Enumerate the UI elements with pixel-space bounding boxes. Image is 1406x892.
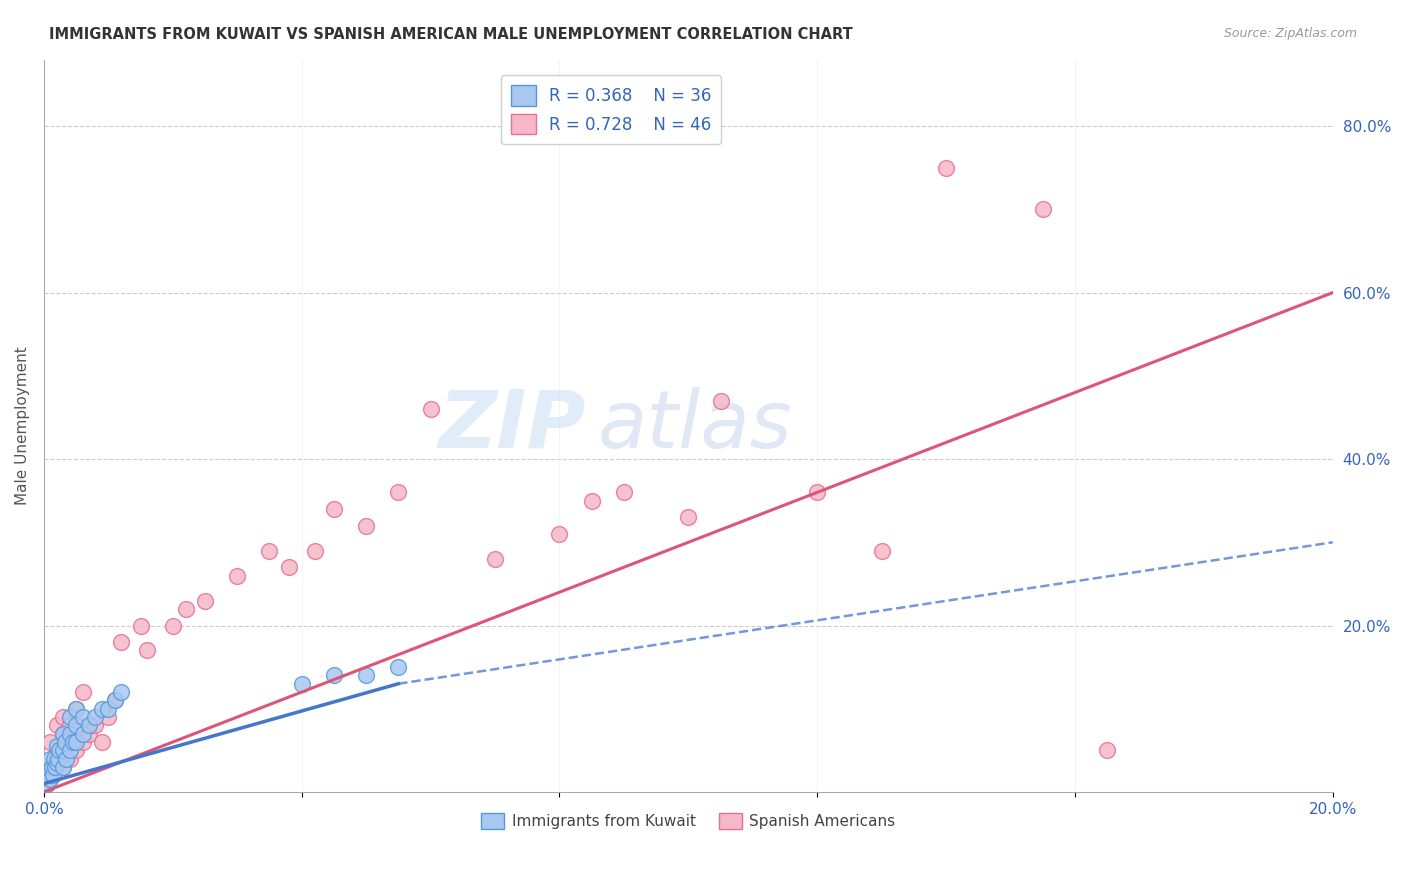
Legend: Immigrants from Kuwait, Spanish Americans: Immigrants from Kuwait, Spanish American… bbox=[475, 807, 901, 836]
Point bbox=[59, 710, 82, 724]
Point bbox=[52, 760, 75, 774]
Point bbox=[77, 718, 100, 732]
Point bbox=[226, 568, 249, 582]
Point bbox=[41, 760, 63, 774]
Point bbox=[110, 685, 132, 699]
Point bbox=[322, 668, 344, 682]
Point bbox=[581, 493, 603, 508]
Point bbox=[129, 618, 152, 632]
Y-axis label: Male Unemployment: Male Unemployment bbox=[15, 346, 30, 505]
Point bbox=[59, 752, 82, 766]
Point bbox=[354, 668, 377, 682]
Point bbox=[44, 752, 66, 766]
Point bbox=[806, 485, 828, 500]
Point bbox=[162, 618, 184, 632]
Point bbox=[709, 393, 731, 408]
Point bbox=[1032, 202, 1054, 217]
Point bbox=[90, 702, 112, 716]
Point bbox=[548, 527, 571, 541]
Point bbox=[65, 743, 87, 757]
Point bbox=[59, 743, 82, 757]
Point bbox=[49, 743, 72, 757]
Point bbox=[65, 702, 87, 716]
Point bbox=[613, 485, 636, 500]
Point bbox=[935, 161, 957, 175]
Text: atlas: atlas bbox=[598, 387, 793, 465]
Point bbox=[39, 752, 62, 766]
Point bbox=[48, 743, 70, 757]
Point bbox=[39, 768, 62, 782]
Point bbox=[484, 552, 506, 566]
Point bbox=[37, 777, 59, 791]
Point bbox=[97, 702, 120, 716]
Point bbox=[174, 602, 197, 616]
Point bbox=[678, 510, 700, 524]
Point bbox=[39, 735, 62, 749]
Point bbox=[387, 485, 409, 500]
Point bbox=[1095, 743, 1118, 757]
Point bbox=[65, 735, 87, 749]
Point bbox=[45, 718, 67, 732]
Point bbox=[42, 760, 65, 774]
Text: IMMIGRANTS FROM KUWAIT VS SPANISH AMERICAN MALE UNEMPLOYMENT CORRELATION CHART: IMMIGRANTS FROM KUWAIT VS SPANISH AMERIC… bbox=[49, 27, 853, 42]
Point bbox=[52, 743, 75, 757]
Point bbox=[77, 727, 100, 741]
Point bbox=[84, 710, 107, 724]
Point bbox=[65, 702, 87, 716]
Point bbox=[870, 543, 893, 558]
Point bbox=[354, 518, 377, 533]
Point bbox=[37, 768, 59, 782]
Text: ZIP: ZIP bbox=[437, 387, 585, 465]
Point bbox=[304, 543, 326, 558]
Point bbox=[291, 677, 314, 691]
Point bbox=[45, 752, 67, 766]
Point bbox=[45, 756, 67, 770]
Point bbox=[84, 718, 107, 732]
Point bbox=[59, 718, 82, 732]
Point bbox=[53, 735, 76, 749]
Point bbox=[52, 760, 75, 774]
Point bbox=[104, 693, 127, 707]
Point bbox=[194, 593, 217, 607]
Point bbox=[62, 735, 84, 749]
Point bbox=[259, 543, 281, 558]
Point bbox=[72, 685, 94, 699]
Point bbox=[277, 560, 299, 574]
Point bbox=[37, 777, 59, 791]
Point bbox=[104, 693, 127, 707]
Point bbox=[46, 752, 69, 766]
Point bbox=[44, 760, 66, 774]
Point bbox=[59, 727, 82, 741]
Point bbox=[45, 739, 67, 754]
Point bbox=[65, 718, 87, 732]
Point bbox=[72, 710, 94, 724]
Point bbox=[419, 402, 441, 417]
Point bbox=[55, 752, 77, 766]
Point bbox=[387, 660, 409, 674]
Point bbox=[72, 727, 94, 741]
Text: Source: ZipAtlas.com: Source: ZipAtlas.com bbox=[1223, 27, 1357, 40]
Point bbox=[52, 710, 75, 724]
Point bbox=[39, 772, 62, 787]
Point bbox=[52, 727, 75, 741]
Point bbox=[136, 643, 159, 657]
Point bbox=[52, 727, 75, 741]
Point bbox=[72, 735, 94, 749]
Point bbox=[110, 635, 132, 649]
Point bbox=[322, 502, 344, 516]
Point bbox=[90, 735, 112, 749]
Point bbox=[42, 768, 65, 782]
Point bbox=[97, 710, 120, 724]
